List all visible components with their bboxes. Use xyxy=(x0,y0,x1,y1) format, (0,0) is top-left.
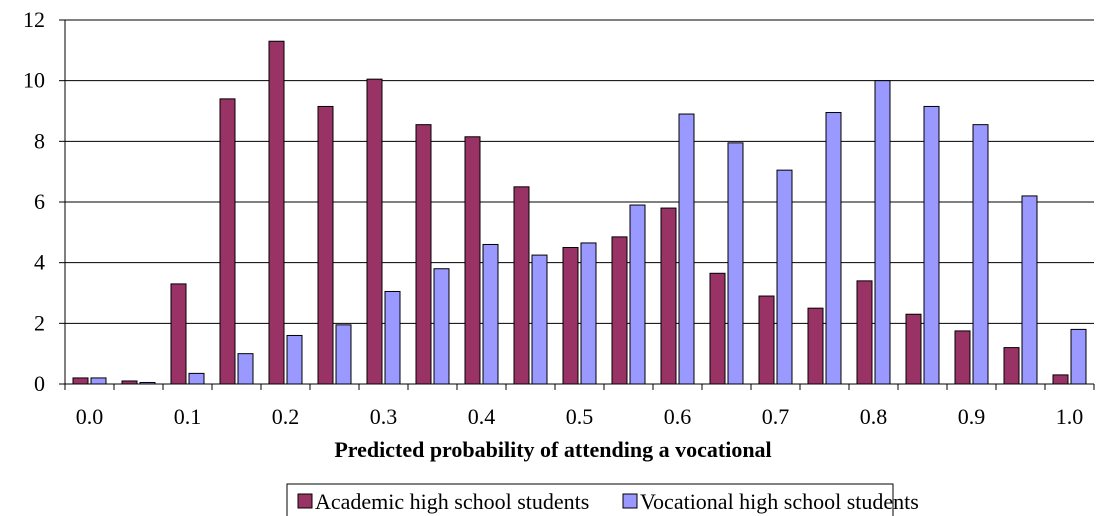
bar-academic xyxy=(415,124,432,385)
x-tick-label: 0.8 xyxy=(860,404,888,429)
bar-vocational xyxy=(825,112,842,385)
bar-vocational xyxy=(1070,328,1087,385)
x-tick-label: 0.9 xyxy=(958,404,986,429)
bar-vocational xyxy=(433,268,450,385)
y-tick-label: 8 xyxy=(34,128,45,153)
bar-academic xyxy=(562,247,579,385)
legend-label-academic: Academic high school students xyxy=(315,489,589,514)
x-tick-label: 0.1 xyxy=(174,404,202,429)
bar-vocational xyxy=(972,124,989,385)
legend-swatch-vocational xyxy=(622,493,638,509)
y-tick-label: 0 xyxy=(34,371,45,396)
legend-label-vocational: Vocational high school students xyxy=(640,489,919,514)
bar-vocational xyxy=(531,254,548,385)
axes xyxy=(59,19,1095,390)
legend-box xyxy=(286,483,894,516)
y-tick-label: 6 xyxy=(34,189,45,214)
x-tick-label: 0.4 xyxy=(468,404,496,429)
bar-academic xyxy=(513,186,530,385)
bar-vocational xyxy=(286,334,303,385)
x-tick-label: 0.5 xyxy=(566,404,594,429)
bars xyxy=(72,40,1087,385)
bar-vocational xyxy=(874,80,891,385)
bar-academic xyxy=(366,78,383,385)
bar-vocational xyxy=(90,377,107,385)
bar-vocational xyxy=(727,142,744,385)
bar-academic xyxy=(660,207,677,385)
x-axis-title: Predicted probability of attending a voc… xyxy=(334,437,771,462)
bar-vocational xyxy=(923,105,940,385)
bar-vocational xyxy=(678,113,695,385)
bar-vocational xyxy=(335,324,352,385)
bar-academic xyxy=(219,98,236,385)
bar-vocational xyxy=(482,243,499,385)
x-tick-label: 0.2 xyxy=(272,404,300,429)
bar-vocational xyxy=(188,372,205,385)
bar-academic xyxy=(807,307,824,385)
bar-academic xyxy=(317,105,334,385)
tick-labels: 0 2 4 6 8 10 12 0.0 0.1 0.2 0.3 0.4 0.5 0.6 0.7 0.8 0.9 1… xyxy=(23,7,1083,429)
legend-swatch-academic xyxy=(297,493,313,509)
bar-academic xyxy=(709,272,726,385)
x-tick-label: 0.7 xyxy=(762,404,790,429)
bar-academic xyxy=(758,295,775,385)
bar-vocational xyxy=(1021,195,1038,385)
x-tick-label: 0.6 xyxy=(664,404,692,429)
y-tick-label: 10 xyxy=(23,68,45,93)
bar-vocational xyxy=(580,242,597,385)
bar-academic xyxy=(611,236,628,385)
x-tick-label: 1.0 xyxy=(1056,404,1084,429)
bar-academic xyxy=(1003,347,1020,385)
legend: Academic high school students Vocational… xyxy=(286,483,919,516)
bar-academic xyxy=(954,330,971,385)
bar-vocational xyxy=(237,353,254,385)
bar-academic xyxy=(72,377,89,385)
bar-academic xyxy=(1052,374,1069,385)
bar-academic xyxy=(856,280,873,385)
bar-academic xyxy=(170,283,187,385)
x-tick-label: 0.3 xyxy=(370,404,398,429)
bar-vocational xyxy=(629,204,646,385)
y-tick-label: 12 xyxy=(23,7,45,32)
y-tick-label: 4 xyxy=(34,250,45,275)
bar-vocational xyxy=(776,169,793,385)
bar-academic xyxy=(905,313,922,385)
bar-academic xyxy=(268,40,285,385)
bar-academic xyxy=(464,136,481,385)
x-tick-label: 0.0 xyxy=(76,404,104,429)
bar-vocational xyxy=(384,290,401,385)
gridlines xyxy=(65,19,1094,324)
y-tick-label: 2 xyxy=(34,310,45,335)
